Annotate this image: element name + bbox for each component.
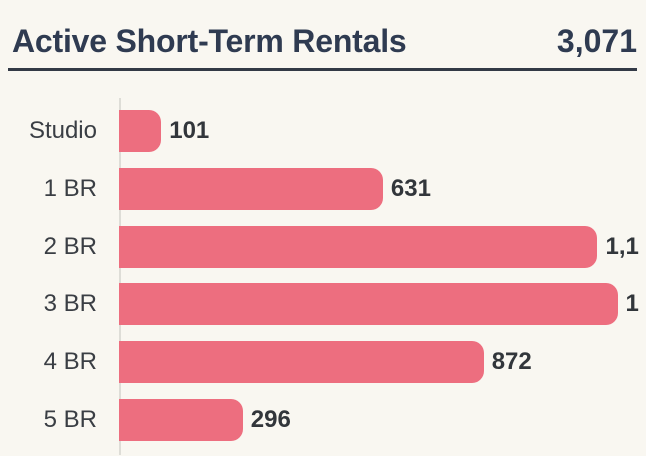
bar-area: 631 xyxy=(119,167,646,210)
bar[interactable] xyxy=(119,167,383,210)
value-label: 1,1 xyxy=(605,232,639,260)
y-axis-line xyxy=(119,98,121,456)
bar-area: 872 xyxy=(119,340,646,383)
category-label: 5 BR xyxy=(43,405,97,433)
header-divider xyxy=(8,68,637,72)
bar[interactable] xyxy=(119,340,484,383)
bar-area: 1,1 xyxy=(119,225,646,268)
chart-row: Studio 101 xyxy=(0,102,646,160)
bar-area: 1 xyxy=(119,283,646,326)
chart-row: 2 BR 1,1 xyxy=(0,218,646,276)
category-label: 3 BR xyxy=(43,290,97,318)
card-title: Active Short-Term Rentals xyxy=(12,23,407,59)
category-label: 2 BR xyxy=(43,232,97,260)
category-label: Studio xyxy=(28,117,97,145)
chart-row: 5 BR 296 xyxy=(0,391,646,449)
chart-row: 1 BR 631 xyxy=(0,160,646,218)
value-label: 101 xyxy=(169,117,210,145)
bar-area: 101 xyxy=(119,110,646,153)
chart-rows: Studio 101 1 BR 631 2 BR 1,1 3 BR 1 4 BR 872 5 BR 2… xyxy=(0,102,646,448)
category-label: 4 BR xyxy=(43,347,97,375)
bar[interactable] xyxy=(119,110,162,153)
bar[interactable] xyxy=(119,225,598,268)
chart-row: 3 BR 1 xyxy=(0,275,646,333)
category-label: 1 BR xyxy=(43,174,97,202)
value-label: 872 xyxy=(491,347,532,375)
value-label: 1 xyxy=(625,290,639,318)
total-count: 3,071 xyxy=(556,23,637,59)
card-header: Active Short-Term Rentals 3,071 xyxy=(0,0,646,60)
bar-area: 296 xyxy=(119,398,646,441)
bar[interactable] xyxy=(119,398,243,441)
value-label: 631 xyxy=(390,174,431,202)
value-label: 296 xyxy=(250,405,291,433)
bar[interactable] xyxy=(119,283,618,326)
chart-row: 4 BR 872 xyxy=(0,333,646,391)
bar-chart: Studio 101 1 BR 631 2 BR 1,1 3 BR 1 4 BR 872 5 BR 2… xyxy=(0,98,646,456)
